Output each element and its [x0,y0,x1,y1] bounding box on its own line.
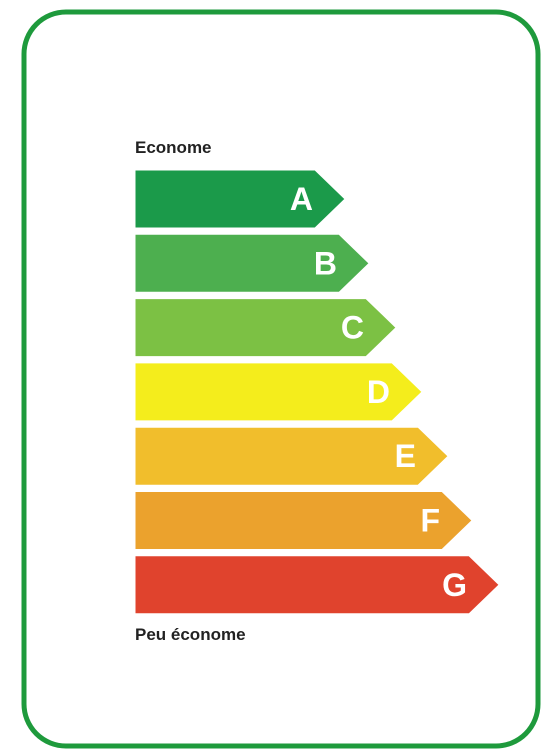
energy-class-bar [134,233,370,293]
top-label: Econome [135,138,212,157]
energy-class-bar [134,555,500,615]
energy-class-bar [134,298,397,358]
energy-class-letter: D [367,374,390,410]
energy-class-bar [134,362,423,422]
energy-class-letter: B [314,245,337,281]
energy-class-letter: C [341,310,364,346]
energy-class-letter: F [420,503,440,539]
energy-class-letter: A [290,181,313,217]
energy-class-letter: G [442,567,467,603]
energy-class-bar [134,491,473,550]
bottom-label: Peu économe [135,625,246,644]
energy-class-letter: E [395,438,416,474]
energy-class-bar [134,426,449,486]
energy-class-bar [134,169,346,229]
